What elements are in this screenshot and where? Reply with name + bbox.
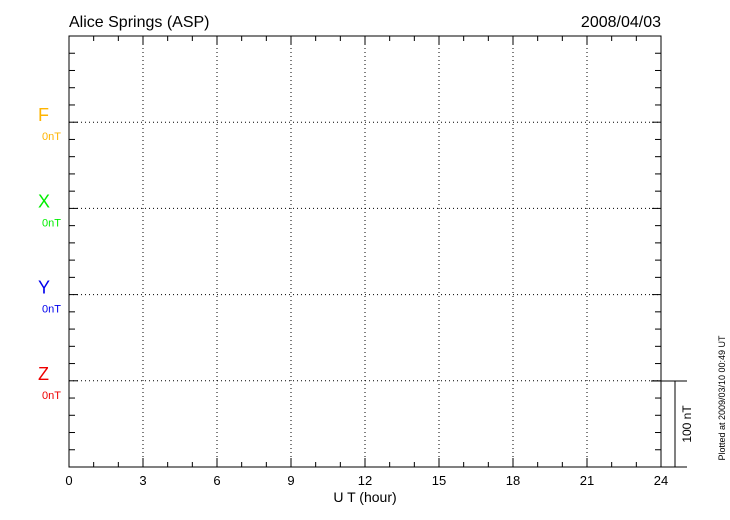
series-name-z: Z <box>38 364 49 384</box>
series-baseline-label: 0nT <box>42 304 61 316</box>
series-baseline-label: 0nT <box>42 131 61 143</box>
chart-date: 2008/04/03 <box>581 14 661 31</box>
grid <box>69 36 661 467</box>
x-tick-label: 15 <box>432 473 446 488</box>
scale-bar: 100 nT <box>651 380 694 468</box>
series-name-f: F <box>38 105 49 125</box>
axis-ticks <box>68 36 662 467</box>
x-tick-label: 12 <box>358 473 372 488</box>
plot-frame <box>68 35 662 468</box>
x-tick-label: 9 <box>287 473 294 488</box>
x-tick-label: 21 <box>580 473 594 488</box>
x-tick-labels: 0 3 6 9 12 15 18 21 24 <box>65 473 668 488</box>
series-baseline-label: 0nT <box>42 390 61 402</box>
series-name-y: Y <box>38 278 50 298</box>
x-axis-label: U T (hour) <box>333 489 396 505</box>
x-tick-label: 18 <box>506 473 520 488</box>
chart-title: Alice Springs (ASP) <box>69 14 210 31</box>
x-tick-label: 6 <box>213 473 220 488</box>
x-tick-label: 0 <box>65 473 72 488</box>
series-name-x: X <box>38 191 50 211</box>
plotted-at-footer: Plotted at 2009/03/10 00:49 UT <box>717 335 727 461</box>
x-tick-label: 24 <box>654 473 668 488</box>
scale-bar-label: 100 nT <box>680 405 694 443</box>
x-tick-label: 3 <box>139 473 146 488</box>
series-labels: F 0nT X 0nT Y 0nT Z 0nT <box>38 105 61 402</box>
series-baseline-label: 0nT <box>42 217 61 229</box>
